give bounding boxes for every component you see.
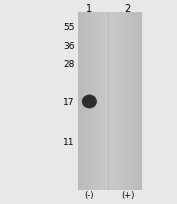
- Text: (+): (+): [121, 190, 134, 199]
- Text: 2: 2: [124, 4, 131, 14]
- Text: (-): (-): [85, 190, 94, 199]
- Text: 11: 11: [63, 137, 74, 146]
- Polygon shape: [110, 96, 118, 108]
- Text: 1: 1: [86, 4, 92, 14]
- Text: 36: 36: [63, 41, 74, 50]
- Text: 28: 28: [63, 60, 74, 69]
- Text: 55: 55: [63, 23, 74, 32]
- FancyBboxPatch shape: [78, 13, 142, 190]
- Text: 17: 17: [63, 98, 74, 106]
- Ellipse shape: [82, 95, 97, 109]
